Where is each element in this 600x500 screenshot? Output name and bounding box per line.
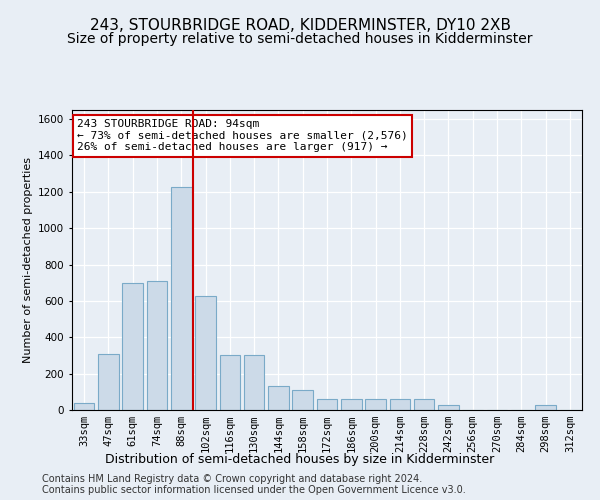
Bar — [195, 296, 216, 410]
Bar — [317, 399, 337, 410]
Bar — [414, 399, 434, 410]
Bar — [146, 281, 167, 410]
Bar — [220, 356, 240, 410]
Text: Size of property relative to semi-detached houses in Kidderminster: Size of property relative to semi-detach… — [67, 32, 533, 46]
Y-axis label: Number of semi-detached properties: Number of semi-detached properties — [23, 157, 32, 363]
Text: Distribution of semi-detached houses by size in Kidderminster: Distribution of semi-detached houses by … — [106, 452, 494, 466]
Bar — [74, 402, 94, 410]
Bar — [244, 356, 265, 410]
Text: 243, STOURBRIDGE ROAD, KIDDERMINSTER, DY10 2XB: 243, STOURBRIDGE ROAD, KIDDERMINSTER, DY… — [89, 18, 511, 32]
Text: 243 STOURBRIDGE ROAD: 94sqm
← 73% of semi-detached houses are smaller (2,576)
26: 243 STOURBRIDGE ROAD: 94sqm ← 73% of sem… — [77, 119, 408, 152]
Bar — [389, 399, 410, 410]
Bar — [268, 386, 289, 410]
Text: Contains HM Land Registry data © Crown copyright and database right 2024.: Contains HM Land Registry data © Crown c… — [42, 474, 422, 484]
Bar — [365, 399, 386, 410]
Bar — [292, 390, 313, 410]
Text: Contains public sector information licensed under the Open Government Licence v3: Contains public sector information licen… — [42, 485, 466, 495]
Bar — [438, 404, 459, 410]
Bar — [171, 188, 191, 410]
Bar — [535, 404, 556, 410]
Bar — [98, 354, 119, 410]
Bar — [122, 282, 143, 410]
Bar — [341, 399, 362, 410]
